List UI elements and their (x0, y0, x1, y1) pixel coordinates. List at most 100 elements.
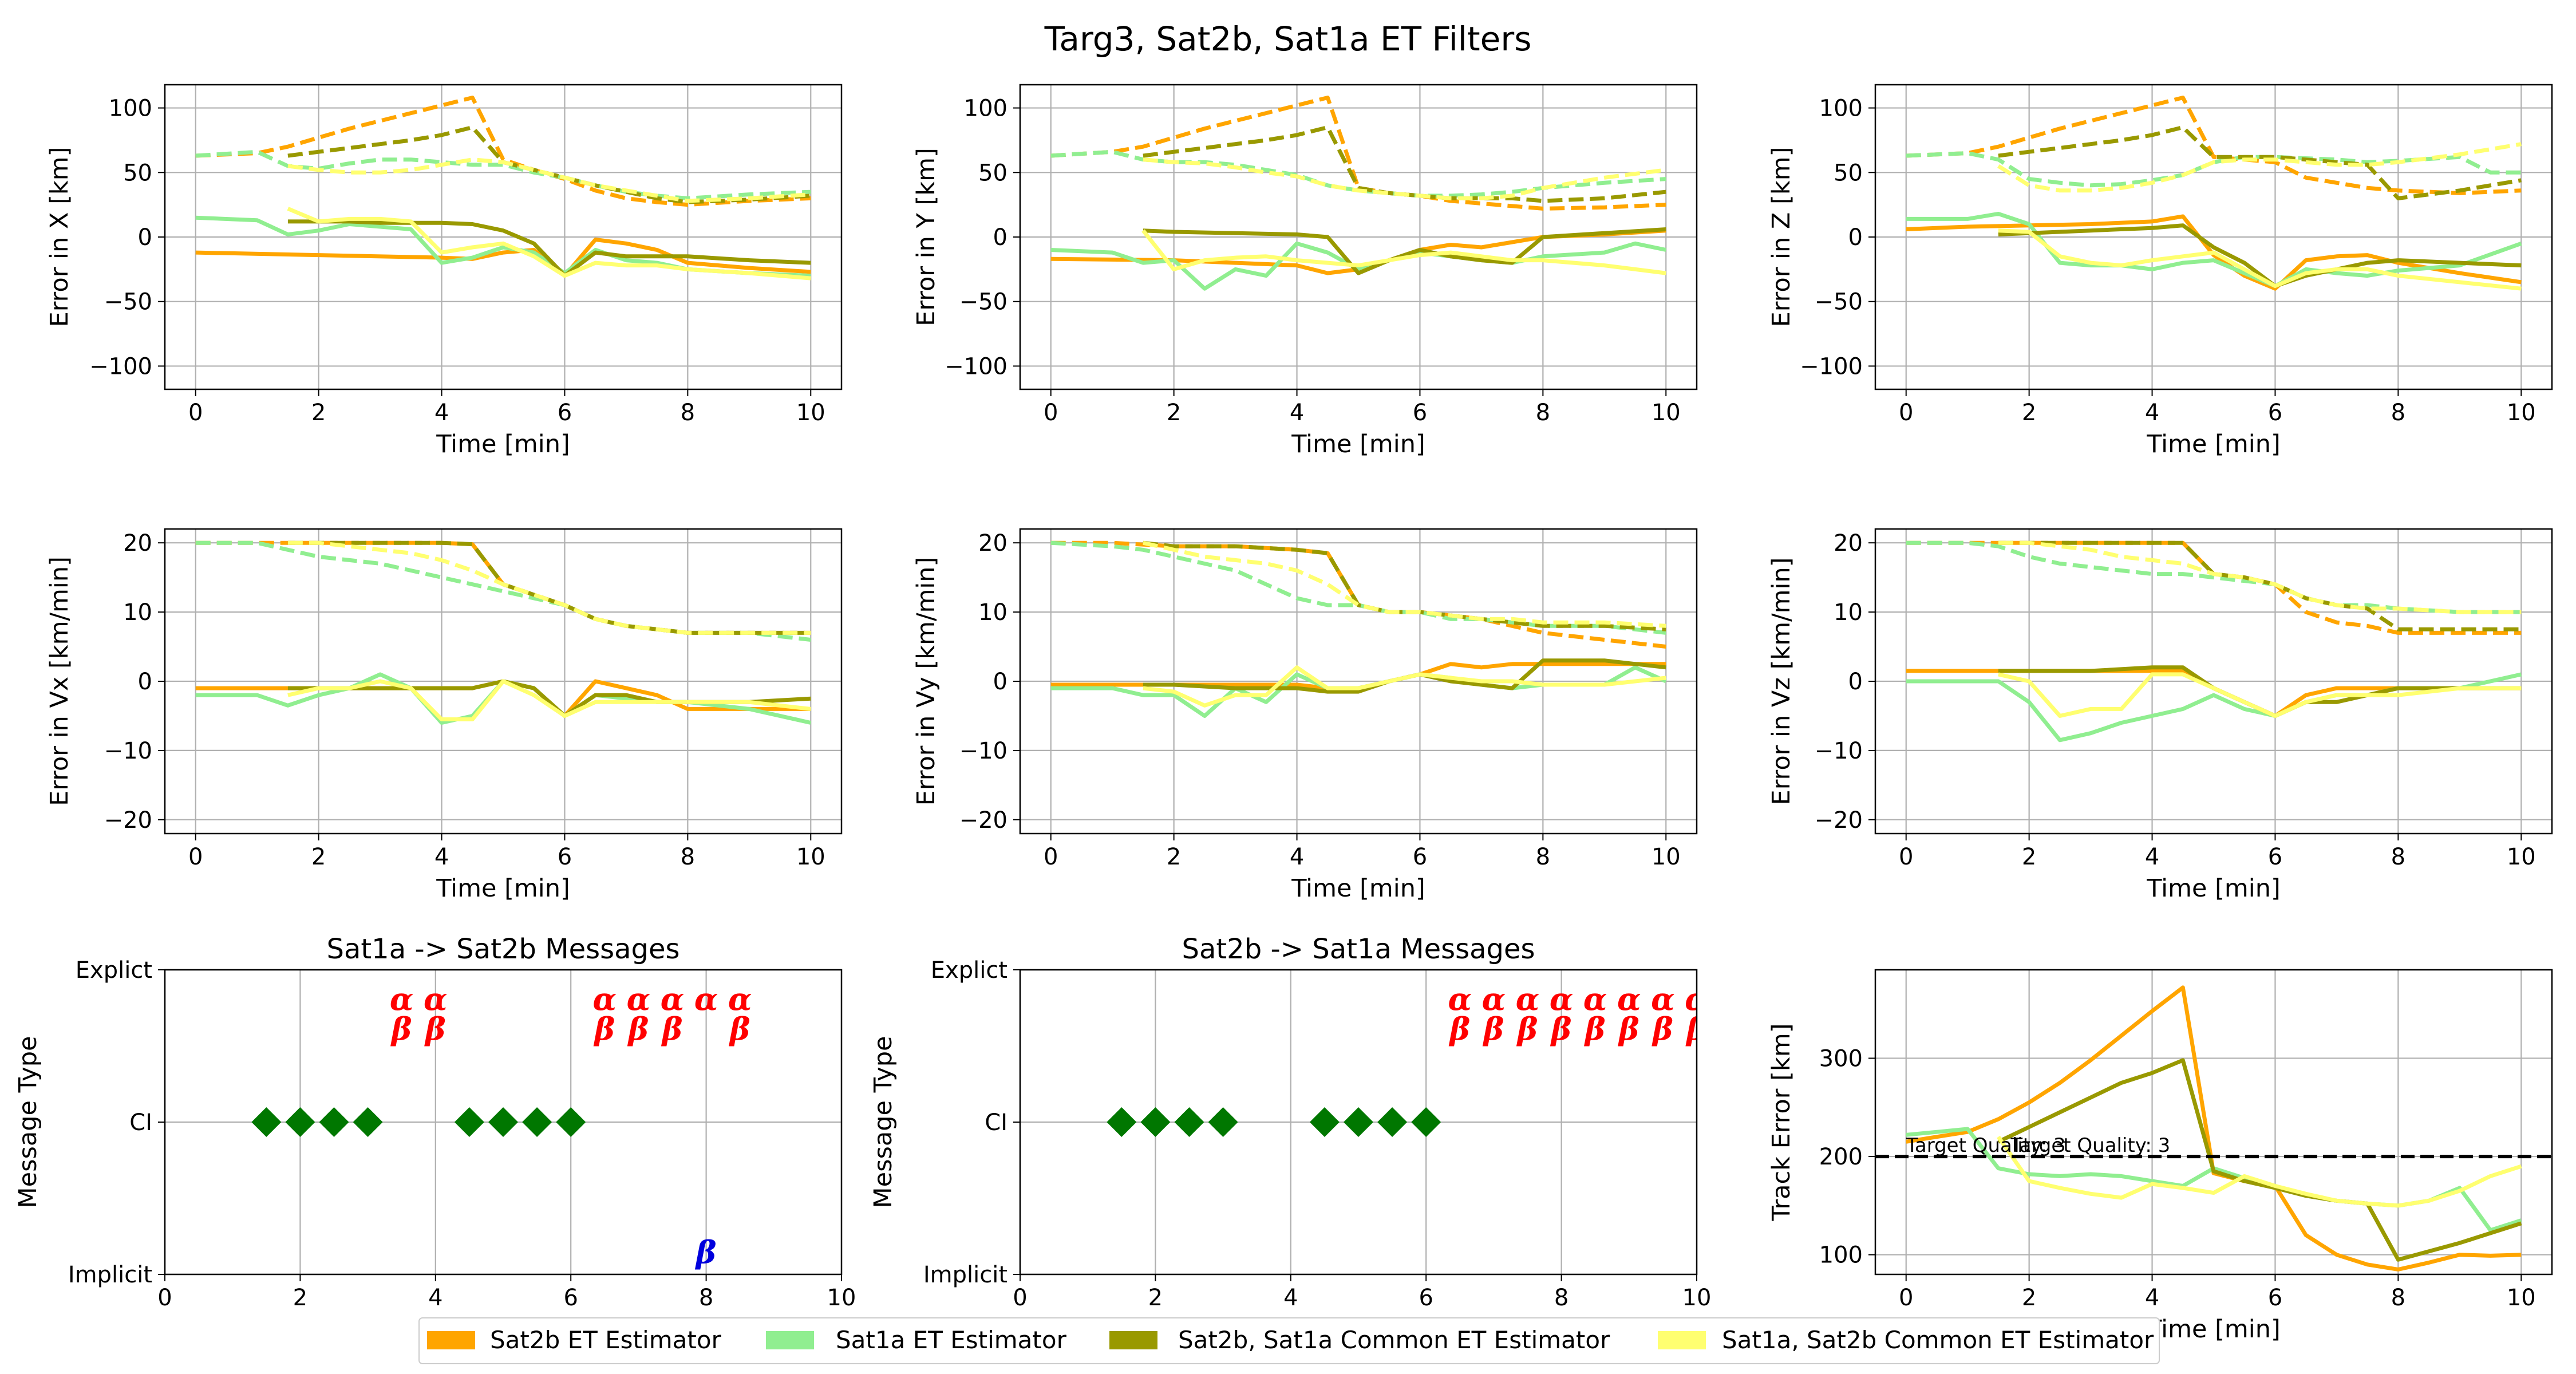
x-tick-label: 0 (1044, 400, 1058, 426)
x-tick-label: 2 (1148, 1285, 1163, 1311)
plot-area (1050, 96, 1667, 291)
x-tick-label: 8 (681, 400, 695, 426)
series-line-sat2b-et-estimator-solid (1906, 985, 2522, 1272)
explicit-beta-marker: β (424, 1010, 446, 1047)
subplot-error-y: 0 2 4 6 8 10 −100 −50 0 50 100 Time [min] Error in Y… (912, 84, 1698, 459)
x-tick-label: 0 (1899, 1285, 1913, 1311)
y-tick-label: 20 (978, 530, 1008, 556)
y-tick-label: 100 (1819, 96, 1863, 122)
explicit-beta-marker: β (1584, 1010, 1606, 1047)
y-tick-label: 100 (1819, 1242, 1863, 1269)
x-tick-label: 6 (558, 844, 572, 870)
explicit-alpha-marker: α (1583, 981, 1607, 1017)
x-axis-label: Time [min] (436, 430, 570, 459)
y-tick-label: 50 (123, 160, 152, 186)
y-tick-label: CI (129, 1110, 152, 1136)
series-line-sat2b-sat1a-common-et-estimator-dashed (287, 540, 811, 635)
x-tick-label: 0 (188, 844, 203, 870)
implicit-beta-marker: β (695, 1234, 717, 1270)
series-line-sat2b-et-estimator-solid (195, 679, 811, 718)
x-tick-label: 4 (1290, 400, 1304, 426)
series-line-sat2b-et-estimator-dashed (1906, 96, 2522, 195)
series-line-sat2b-sat1a-common-et-estimator-dashed (1998, 540, 2522, 631)
y-tick-label: 0 (993, 669, 1008, 695)
axes-frame (1019, 969, 1698, 1276)
y-tick-label: 0 (993, 224, 1008, 251)
y-tick-label: −20 (1815, 807, 1863, 834)
series-line-sat2b-sat1a-common-et-estimator-solid (287, 219, 811, 278)
ci-marker (1411, 1107, 1441, 1137)
y-tick-label: 0 (1848, 669, 1863, 695)
series-line-sat1a-et-estimator-dashed (1050, 540, 1666, 635)
x-tick-label: 4 (434, 844, 449, 870)
y-axis-label: Error in Z [km] (1767, 147, 1796, 327)
y-tick-label: Implicit (68, 1262, 152, 1288)
explicit-alpha-marker: α (424, 981, 448, 1017)
explicit-alpha-marker: α (627, 981, 651, 1017)
y-tick-label: 0 (138, 224, 152, 251)
y-tick-label: 300 (1819, 1045, 1863, 1072)
subplot-error-vx: 0 2 4 6 8 10 −20 −10 0 10 20 Time [min] Error in Vx … (45, 528, 843, 903)
x-tick-label: 0 (1899, 400, 1913, 426)
ci-marker (285, 1107, 315, 1137)
x-tick-label: 6 (558, 400, 572, 426)
legend-label-sat1a-et: Sat1a ET Estimator (836, 1326, 1067, 1354)
x-tick-label: 10 (1652, 400, 1681, 426)
y-tick-label: 200 (1819, 1144, 1863, 1170)
explicit-alpha-marker: α (1482, 981, 1506, 1017)
x-tick-label: 8 (2391, 400, 2405, 426)
x-tick-label: 8 (1536, 400, 1550, 426)
y-tick-label: −50 (1815, 289, 1863, 315)
axes-frame (1874, 528, 2553, 835)
x-tick-label: 0 (1899, 844, 1913, 870)
axes-frame (164, 528, 843, 835)
ci-marker (488, 1107, 518, 1137)
series-line-sat2b-et-estimator-dashed (1050, 96, 1666, 211)
series-line-sat1a-sat2b-common-et-estimator-dashed (1997, 142, 2522, 193)
explicit-alpha-marker: α (661, 981, 685, 1017)
x-tick-label: 2 (2022, 400, 2036, 426)
legend-frame (418, 1317, 2160, 1364)
ci-marker (353, 1107, 383, 1137)
legend-swatch-sat1a-sat2b-common (1658, 1331, 1706, 1349)
x-tick-label: 4 (2145, 400, 2159, 426)
x-tick-label: 4 (428, 1285, 442, 1311)
x-tick-label: 8 (699, 1285, 713, 1311)
axes-frame (1019, 528, 1698, 835)
x-tick-label: 4 (2145, 1285, 2159, 1311)
explicit-alpha-marker: α (1685, 981, 1709, 1017)
ci-marker (319, 1107, 349, 1137)
series-line-sat1a-sat2b-common-et-estimator-solid (1141, 229, 1666, 275)
x-tick-label: 2 (311, 844, 326, 870)
x-tick-label: 10 (2507, 400, 2536, 426)
ci-marker (251, 1107, 282, 1137)
axes-frame (1874, 969, 2553, 1276)
x-tick-label: 10 (2507, 844, 2536, 870)
x-axis-label: Time [min] (1291, 874, 1425, 903)
legend-swatch-sat2b-sat1a-common (1109, 1331, 1157, 1349)
x-tick-label: 8 (2391, 844, 2405, 870)
subplot-error-vy: 0 2 4 6 8 10 −20 −10 0 10 20 Time [min] Error in Vy … (912, 528, 1698, 903)
explicit-alpha-marker: α (1651, 981, 1675, 1017)
y-axis-label: Message Type (869, 1036, 898, 1209)
x-tick-label: 6 (1419, 1285, 1433, 1311)
x-tick-label: 10 (2507, 1285, 2536, 1311)
x-tick-label: 6 (1413, 844, 1427, 870)
series-line-sat1a-et-estimator-solid (1906, 672, 2522, 743)
y-axis-label: Track Error [km] (1767, 1023, 1796, 1221)
subplot-title: Sat1a -> Sat2b Messages (326, 933, 679, 965)
x-tick-label: 0 (1013, 1285, 1027, 1311)
x-tick-label: 2 (2022, 844, 2036, 870)
x-tick-label: 4 (2145, 844, 2159, 870)
series-line-sat1a-sat2b-common-et-estimator-dashed (1998, 540, 2522, 614)
plot-area (1875, 985, 2552, 1272)
series-line-sat2b-sat1a-common-et-estimator-dashed (1143, 125, 1666, 203)
axes-frame (1019, 84, 1698, 390)
x-axis-label: Time [min] (1291, 430, 1425, 459)
legend-label-sat2b-sat1a-common: Sat2b, Sat1a Common ET Estimator (1178, 1326, 1610, 1354)
subplot-error-z: 0 2 4 6 8 10 −100 −50 0 50 100 Time [min] Error in Z… (1767, 84, 2553, 459)
x-tick-label: 6 (2268, 400, 2282, 426)
x-tick-label: 10 (1652, 844, 1681, 870)
y-axis-label: Error in X [km] (45, 147, 74, 327)
